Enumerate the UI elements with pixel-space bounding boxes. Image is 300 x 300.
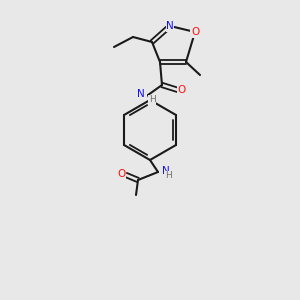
Text: N: N bbox=[162, 166, 170, 176]
Text: N: N bbox=[137, 89, 145, 99]
Text: O: O bbox=[117, 169, 125, 179]
Text: O: O bbox=[178, 85, 186, 95]
Text: O: O bbox=[191, 27, 199, 37]
Text: N: N bbox=[166, 21, 174, 31]
Text: H: H bbox=[166, 172, 172, 181]
Text: H: H bbox=[148, 95, 155, 104]
